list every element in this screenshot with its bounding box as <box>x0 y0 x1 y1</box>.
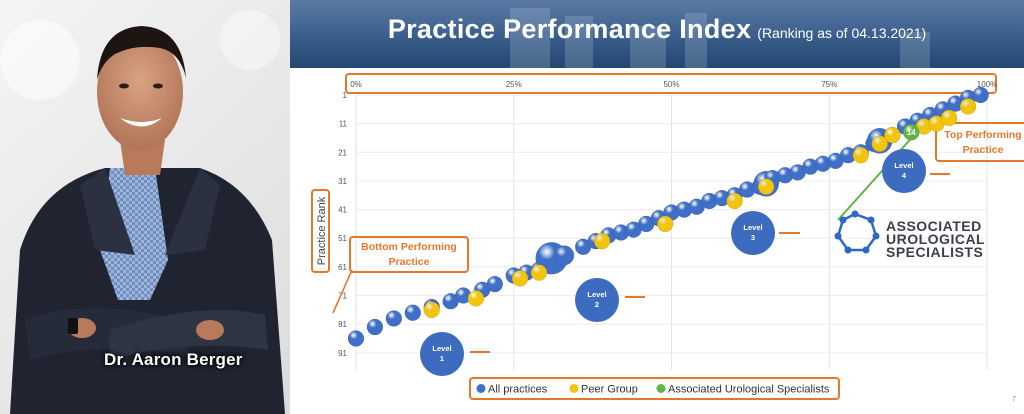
presenter-name: Dr. Aaron Berger <box>104 350 243 369</box>
level-4-label: Level <box>894 161 913 170</box>
legend-marker-all-practices <box>476 384 486 393</box>
slide-title: Practice Performance Index <box>387 14 752 44</box>
title-banner: Practice Performance Index (Ranking as of… <box>290 0 1024 68</box>
aus-logo: ASSOCIATED UROLOGICAL SPECIALISTS <box>834 210 985 260</box>
data-points: 14 <box>347 86 989 347</box>
data-point-all-practices <box>972 86 989 104</box>
data-point-peer-group <box>757 178 775 195</box>
chart-gridlines <box>355 94 988 370</box>
x-tick-label: 25% <box>506 80 522 89</box>
data-point-all-practices <box>486 275 504 293</box>
aus-data-label: 14 <box>907 128 916 137</box>
bottom-performing-callout: Bottom Performing Practice <box>332 236 469 314</box>
y-tick-label: 21 <box>338 148 347 157</box>
data-point-all-practices <box>366 318 384 336</box>
aus-logo-line1: ASSOCIATED <box>886 218 982 234</box>
y-axis-label-box <box>311 189 330 273</box>
level-1-number: 1 <box>440 354 444 363</box>
y-tick-label: 1 <box>343 91 348 100</box>
top-performing-line1: Top Performing <box>944 129 1021 141</box>
data-point-peer-group <box>871 135 888 152</box>
y-tick-label: 71 <box>338 292 347 301</box>
presenter-photo: Dr. Aaron Berger <box>0 0 290 414</box>
data-point-peer-group <box>959 98 977 115</box>
level-1-label: Level <box>432 344 451 353</box>
y-tick-label: 81 <box>338 320 347 329</box>
level-marker-2: Level 2 <box>575 278 645 322</box>
slide-number: 7 <box>1012 396 1016 403</box>
data-point-peer-group <box>593 232 611 250</box>
level-marker-1: Level 1 <box>420 332 490 376</box>
presenter-portrait <box>0 10 285 414</box>
level-3-label: Level <box>743 223 762 232</box>
legend-marker-peer-group <box>569 384 579 393</box>
y-tick-label: 11 <box>339 120 348 129</box>
data-point-all-practices <box>385 310 403 327</box>
level-3-number: 3 <box>751 233 755 242</box>
data-point-peer-group <box>852 146 870 164</box>
slide-subtitle: (Ranking as of 04.13.2021) <box>757 25 927 41</box>
legend-item-all-practices: All practices <box>488 384 548 396</box>
data-point-all-practices <box>347 330 365 347</box>
y-tick-label: 51 <box>338 234 347 243</box>
level-2-label: Level <box>587 290 606 299</box>
x-tick-label: 50% <box>663 80 679 89</box>
top-performing-line2: Practice <box>963 144 1004 156</box>
data-point-peer-group <box>656 215 674 233</box>
x-tick-label: 75% <box>821 80 837 89</box>
data-point-peer-group <box>511 270 529 287</box>
y-tick-label: 61 <box>338 263 347 272</box>
title-block: Practice Performance Index (Ranking as of… <box>290 14 1024 45</box>
aus-logo-line3: SPECIALISTS <box>886 244 983 260</box>
data-point-peer-group <box>467 290 485 307</box>
legend-item-peer-group: Peer Group <box>581 384 638 396</box>
aus-logo-icon <box>834 210 880 254</box>
y-tick-label: 31 <box>338 177 347 186</box>
x-axis-ticks: 0% 25% 50% 75% 100% <box>350 80 997 89</box>
y-tick-label: 91 <box>338 349 347 358</box>
data-point-peer-group <box>726 192 743 210</box>
x-tick-label: 100% <box>977 80 997 89</box>
data-point-associated-urological-specialists <box>903 123 920 141</box>
x-axis-highlight-box <box>345 73 997 94</box>
data-point-peer-group <box>940 109 958 127</box>
level-marker-3: Level 3 <box>731 211 800 255</box>
bottom-performing-line1: Bottom Performing <box>361 241 457 253</box>
level-marker-4: Level 4 <box>882 149 950 193</box>
aus-logo-line2: UROLOGICAL <box>886 231 985 247</box>
legend-marker-aus <box>656 384 666 393</box>
y-axis-label: Practice Rank <box>316 196 328 265</box>
level-2-number: 2 <box>595 300 599 309</box>
data-point-peer-group <box>530 264 548 281</box>
data-point-all-practices <box>404 304 422 321</box>
data-point-all-practices <box>554 245 575 266</box>
top-performing-callout: Top Performing Practice <box>935 122 1024 162</box>
data-point-peer-group <box>423 301 440 319</box>
level-4-number: 4 <box>902 171 907 180</box>
y-tick-label: 41 <box>338 206 347 215</box>
x-tick-label: 0% <box>350 80 362 89</box>
chart-legend: All practices Peer Group Associated Urol… <box>469 377 840 400</box>
legend-item-aus: Associated Urological Specialists <box>668 384 830 396</box>
data-point-peer-group <box>884 126 901 144</box>
bottom-performing-line2: Practice <box>389 256 430 268</box>
